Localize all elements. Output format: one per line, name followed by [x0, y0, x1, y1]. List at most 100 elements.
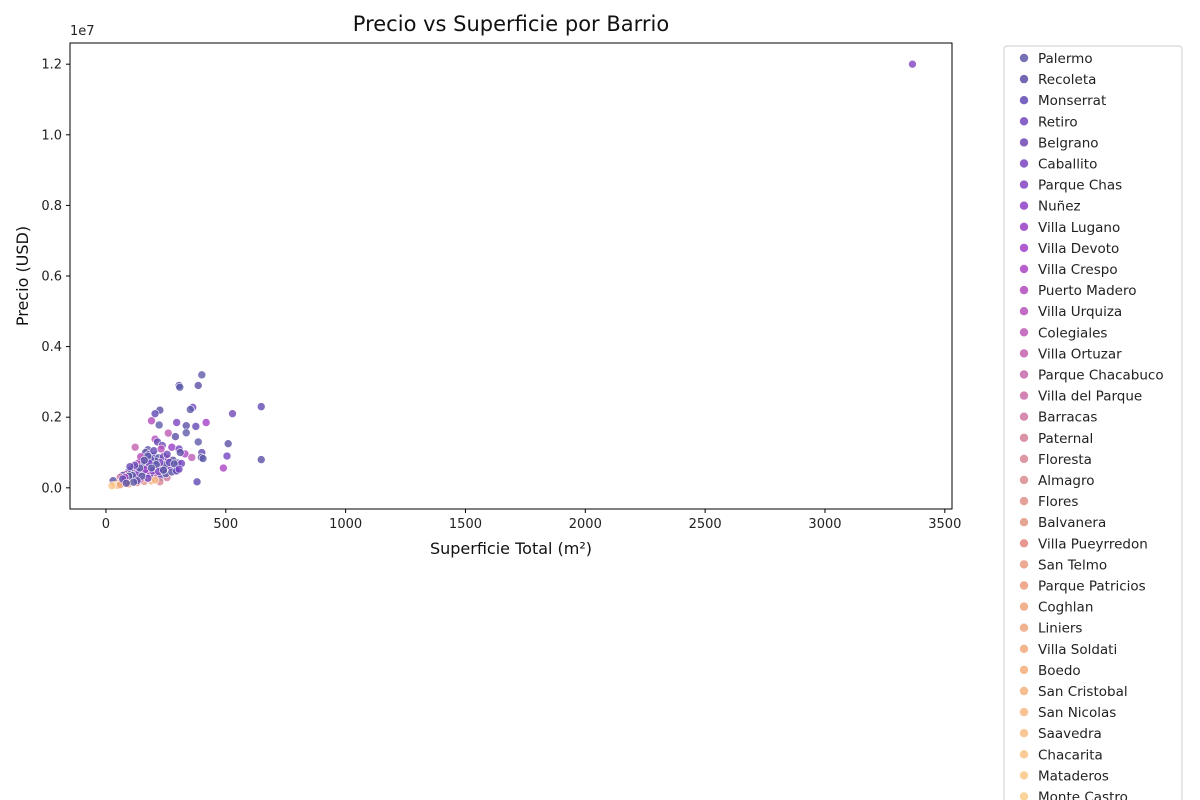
legend-label: San Nicolas — [1038, 705, 1116, 721]
data-point — [150, 409, 160, 418]
legend-item: Chacarita — [1019, 747, 1103, 763]
legend-marker — [1019, 539, 1029, 548]
x-tick-label: 3000 — [808, 517, 841, 532]
legend-marker — [1019, 264, 1029, 274]
x-tick-label: 0 — [102, 517, 110, 532]
y-axis-label: Precio (USD) — [13, 226, 32, 326]
legend-item: Mataderos — [1019, 768, 1109, 784]
data-point — [256, 402, 266, 411]
data-point — [228, 409, 237, 418]
data-point — [171, 432, 180, 441]
legend-label: Monte Castro — [1038, 790, 1128, 800]
legend-label: Colegiales — [1038, 325, 1107, 341]
legend-marker — [1019, 222, 1029, 231]
legend-label: Villa Pueyrredon — [1038, 536, 1148, 552]
legend-marker — [1019, 391, 1029, 400]
legend-label: Villa Ortuzar — [1038, 346, 1122, 362]
legend-label: Coghlan — [1038, 600, 1093, 616]
legend-marker — [1019, 138, 1029, 147]
legend-item: Paternal — [1019, 431, 1093, 447]
data-point — [197, 370, 207, 380]
legend-item: Flores — [1019, 494, 1078, 510]
legend-items: Palermo Recoleta Monserrat Retiro Belgrano Ca… — [1019, 51, 1164, 800]
legend-label: Mataderos — [1038, 768, 1109, 784]
data-point — [150, 475, 160, 485]
legend-marker — [1019, 707, 1029, 717]
data-point — [191, 422, 201, 431]
legend-marker — [1019, 285, 1029, 295]
data-point — [107, 481, 117, 491]
legend-item: Boedo — [1019, 663, 1081, 679]
legend-marker — [1019, 117, 1029, 126]
legend-label: Villa Urquiza — [1038, 304, 1122, 320]
legend-marker — [1019, 729, 1029, 738]
data-point — [223, 439, 233, 448]
data-point — [193, 437, 203, 447]
legend-marker — [1019, 180, 1029, 189]
y-tick-label: 0.6 — [41, 270, 62, 285]
legend-item: Liniers — [1019, 621, 1082, 637]
legend-item: Villa Urquiza — [1019, 304, 1122, 320]
data-point — [222, 451, 232, 461]
legend-item: Retiro — [1019, 114, 1078, 130]
legend-item: San Telmo — [1019, 557, 1107, 573]
points-layer — [107, 59, 917, 491]
legend-label: Boedo — [1038, 663, 1081, 679]
legend-item: Puerto Madero — [1019, 283, 1136, 299]
legend-item: Villa del Parque — [1019, 389, 1142, 405]
legend-label: Parque Chas — [1038, 178, 1122, 194]
legend-marker — [1019, 496, 1029, 506]
legend-label: San Telmo — [1038, 557, 1107, 573]
legend-marker — [1019, 686, 1029, 696]
legend-label: Balvanera — [1038, 515, 1106, 531]
legend-marker — [1019, 771, 1029, 780]
data-point — [147, 416, 156, 426]
data-point — [149, 446, 159, 456]
legend-marker — [1019, 74, 1029, 84]
y-tick-label: 0.0 — [41, 481, 62, 496]
legend-marker — [1019, 518, 1029, 527]
legend-item: Parque Chas — [1019, 178, 1122, 194]
legend-marker — [1019, 370, 1029, 379]
x-tick-label: 2500 — [689, 517, 722, 532]
legend-item: Colegiales — [1019, 325, 1107, 341]
data-point — [174, 464, 184, 474]
legend-marker — [1019, 665, 1029, 675]
data-point — [186, 405, 195, 414]
x-axis-ticks: 0 500 1000 1500 2000 2500 3000 3500 — [102, 509, 961, 532]
legend-marker — [1019, 475, 1029, 485]
data-point — [125, 462, 135, 471]
legend-item: Monserrat — [1019, 93, 1106, 109]
legend-marker — [1019, 349, 1029, 358]
data-point — [162, 449, 172, 459]
y-tick-label: 0.2 — [41, 411, 62, 426]
y-tick-label: 0.8 — [41, 199, 62, 214]
data-point — [256, 455, 266, 464]
chart-title: Precio vs Superficie por Barrio — [353, 12, 669, 36]
legend-marker — [1019, 581, 1029, 590]
legend-label: Caballito — [1038, 157, 1097, 173]
x-tick-label: 3500 — [928, 517, 961, 532]
legend-marker — [1019, 159, 1029, 168]
legend-item: Parque Chacabuco — [1019, 368, 1164, 384]
legend-item: Villa Crespo — [1019, 262, 1118, 278]
legend-label: San Cristobal — [1038, 684, 1128, 700]
legend-marker — [1019, 792, 1029, 800]
plot-area — [69, 42, 953, 510]
y-tick-label: 1.2 — [41, 58, 62, 73]
legend-label: Saavedra — [1038, 726, 1102, 742]
data-point — [219, 463, 228, 473]
legend-marker — [1019, 412, 1029, 421]
legend-item: Floresta — [1019, 452, 1092, 468]
x-tick-label: 500 — [213, 517, 238, 532]
data-point — [187, 453, 197, 462]
legend-item: Villa Pueyrredon — [1019, 536, 1148, 552]
legend-marker — [1019, 96, 1029, 105]
data-point — [172, 418, 181, 427]
legend-marker — [1019, 328, 1029, 337]
legend-marker — [1019, 644, 1029, 653]
legend-label: Liniers — [1038, 621, 1082, 637]
legend-item: Villa Soldati — [1019, 642, 1117, 658]
legend-item: Almagro — [1019, 473, 1095, 489]
